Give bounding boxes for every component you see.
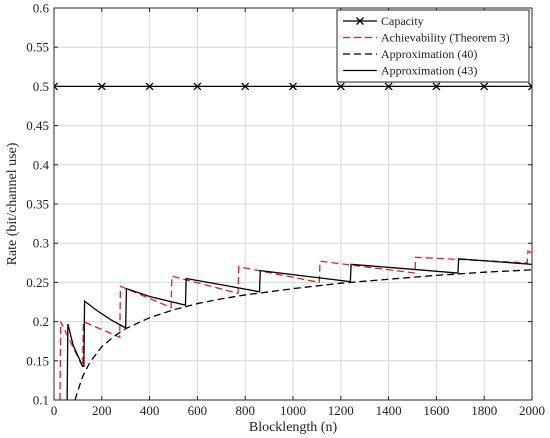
y-tick-label: 0.4 [33,157,50,172]
legend-label: Achievability (Theorem 3) [381,31,510,45]
series-point-capacity [97,82,106,91]
x-tick-label: 1200 [328,403,354,418]
legend-label: Approximation (40) [381,47,477,61]
y-tick-label: 0.15 [26,353,49,368]
y-tick-label: 0.6 [33,1,50,16]
legend-marker [356,17,364,25]
series-point-capacity [289,82,297,91]
legend-label: Approximation (43) [381,64,477,78]
series-point-capacity [528,82,532,91]
y-tick-label: 0.2 [33,314,49,329]
series-line-achievability-theorem-3 [59,249,532,400]
y-tick-label: 0.3 [33,236,49,251]
series-line-approximation-43 [66,258,532,400]
x-tick-label: 2000 [519,403,545,418]
axis-ticks: 0 200 400 600 800 1000 1200 1400 1600 1800 2000 0.1… [26,1,545,419]
y-tick-label: 0.5 [33,79,49,94]
y-tick-label: 0.1 [33,393,49,408]
series-point-capacity [54,82,58,91]
series-point-capacity [241,82,250,91]
series-point-capacity [336,82,345,91]
x-tick-label: 1400 [376,403,402,418]
y-tick-label: 0.45 [26,118,49,133]
x-axis-label: Blocklength (n) [249,420,338,435]
legend-item-approximation-40: Approximation (40) [343,47,477,61]
plot-series [54,82,532,400]
legend-label: Capacity [381,14,424,28]
series-point-capacity [432,82,441,91]
legend-item-capacity: Capacity [343,14,424,28]
series-point-capacity [480,82,489,91]
x-tick-label: 1800 [471,403,497,418]
x-tick-label: 1600 [423,403,449,418]
y-tick-label: 0.55 [26,40,49,55]
series-point-capacity [145,82,154,91]
legend: Capacity Achievability (Theorem 3) Approxi… [336,9,530,83]
x-tick-label: 600 [188,403,208,418]
y-axis-label: Rate (bit/channel use) [5,142,20,265]
y-tick-label: 0.35 [26,197,49,212]
x-tick-label: 200 [92,403,112,418]
legend-item-approximation-43: Approximation (43) [343,64,477,78]
x-tick-label: 1000 [280,403,306,418]
x-tick-label: 0 [51,403,58,418]
x-tick-label: 400 [140,403,160,418]
series-line-approximation-40 [74,269,532,400]
legend-item-achievability-theorem-3: Achievability (Theorem 3) [343,31,510,45]
x-tick-label: 800 [235,403,255,418]
series-point-capacity [193,82,202,91]
y-tick-label: 0.25 [26,275,49,290]
series-point-capacity [384,82,393,91]
